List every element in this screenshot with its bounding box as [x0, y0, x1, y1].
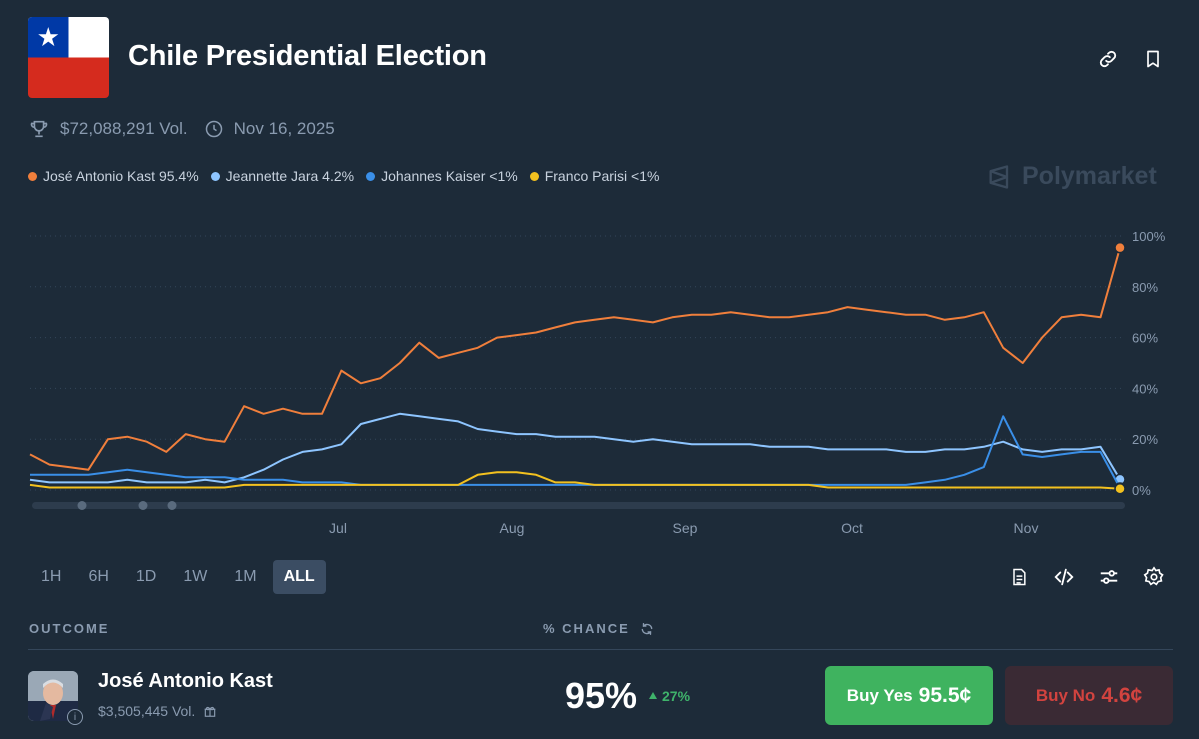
gift-icon	[205, 706, 216, 717]
chance-header-label: % CHANCE	[543, 621, 630, 636]
y-tick-label: 40%	[1132, 381, 1158, 396]
scrubber-marker[interactable]	[77, 501, 87, 510]
chance-delta: 27%	[648, 688, 690, 704]
time-range-selector: 1H 6H 1D 1W 1M ALL	[30, 560, 331, 594]
legend-item-kast: José Antonio Kast 95.4%	[28, 168, 199, 184]
outcome-name[interactable]: José Antonio Kast	[98, 670, 273, 692]
clock-icon	[205, 120, 222, 138]
buy-yes-label: Buy Yes	[846, 685, 913, 705]
range-1m-button[interactable]: 1M	[234, 568, 257, 585]
refresh-icon	[641, 622, 653, 635]
series-line	[30, 415, 1121, 489]
series-line	[29, 412, 1121, 484]
date-text: Nov 16, 2025	[233, 119, 335, 138]
y-tick-label: 20%	[1132, 432, 1158, 447]
timeline-scrubber[interactable]	[32, 502, 1125, 509]
price-history-chart[interactable]: 100% 80% 60% 40% 20% 0% Jul Aug Sep Oct Nov	[0, 215, 1199, 545]
volume-text: $72,088,291 Vol.	[60, 119, 188, 138]
series-line	[29, 247, 1121, 471]
range-1w-button[interactable]: 1W	[183, 568, 208, 585]
scrubber-marker[interactable]	[138, 501, 148, 510]
chance-column-header: % CHANCE	[543, 621, 654, 636]
embed-code-icon[interactable]	[1051, 564, 1077, 590]
watermark-text: Polymarket	[1022, 162, 1157, 190]
legend-label: Jeannette Jara 4.2%	[225, 168, 355, 184]
up-arrow-icon	[649, 692, 657, 699]
x-tick-label: Sep	[673, 520, 698, 536]
series-end-point	[1114, 241, 1126, 254]
x-tick-label: Nov	[1014, 520, 1039, 536]
buy-no-button[interactable]: Buy No 4.6¢	[1005, 666, 1173, 725]
x-tick-label: Aug	[500, 520, 525, 536]
page-title: Chile Presidential Election	[128, 40, 487, 72]
outcome-column-header: OUTCOME	[29, 621, 110, 636]
x-tick-label: Oct	[841, 520, 863, 536]
range-all-button[interactable]: ALL	[272, 560, 326, 594]
x-tick-label: Jul	[329, 520, 347, 536]
range-1h-button[interactable]: 1H	[41, 568, 62, 585]
polymarket-watermark: Polymarket	[986, 162, 1157, 191]
y-tick-label: 80%	[1132, 280, 1158, 295]
y-tick-label: 60%	[1132, 331, 1158, 346]
scrubber-marker[interactable]	[167, 501, 177, 510]
bookmark-icon[interactable]	[1140, 46, 1166, 72]
polymarket-logo-icon	[989, 164, 1009, 189]
legend-label: Johannes Kaiser <1%	[381, 168, 518, 184]
legend-item-kaiser: Johannes Kaiser <1%	[366, 168, 518, 184]
link-icon[interactable]	[1095, 46, 1121, 72]
info-icon[interactable]: i	[67, 709, 83, 725]
series-end-point	[1114, 482, 1126, 495]
chart-legend: José Antonio Kast 95.4% Jeannette Jara 4…	[28, 168, 671, 184]
gear-icon[interactable]	[1141, 564, 1167, 590]
outcome-volume: $3,505,445 Vol.	[98, 703, 217, 719]
table-divider	[28, 649, 1173, 650]
document-icon[interactable]	[1006, 564, 1032, 590]
range-6h-button[interactable]: 6H	[88, 568, 109, 585]
trophy-icon	[30, 120, 48, 138]
buy-no-price: 4.6¢	[1101, 683, 1143, 707]
date-stat: Nov 16, 2025	[204, 119, 335, 139]
buy-yes-price: 95.5¢	[918, 683, 972, 707]
sliders-icon[interactable]	[1096, 564, 1122, 590]
outcome-chance: 95%	[565, 675, 638, 716]
legend-item-parisi: Franco Parisi <1%	[529, 168, 660, 184]
buy-yes-button[interactable]: Buy Yes 95.5¢	[825, 666, 993, 725]
y-tick-label: 100%	[1132, 229, 1166, 244]
legend-label: José Antonio Kast 95.4%	[43, 168, 199, 184]
chart-tools	[1006, 564, 1186, 590]
outcome-volume-text: $3,505,445 Vol.	[98, 703, 196, 719]
series-line	[29, 471, 1121, 490]
buy-no-label: Buy No	[1035, 685, 1096, 705]
legend-label: Franco Parisi <1%	[544, 168, 660, 184]
volume-stat: $72,088,291 Vol.	[28, 118, 188, 140]
delta-text: 27%	[662, 688, 691, 704]
legend-item-jara: Jeannette Jara 4.2%	[210, 168, 355, 184]
chile-flag	[28, 17, 109, 98]
y-tick-label: 0%	[1132, 483, 1151, 498]
range-1d-button[interactable]: 1D	[135, 568, 157, 585]
